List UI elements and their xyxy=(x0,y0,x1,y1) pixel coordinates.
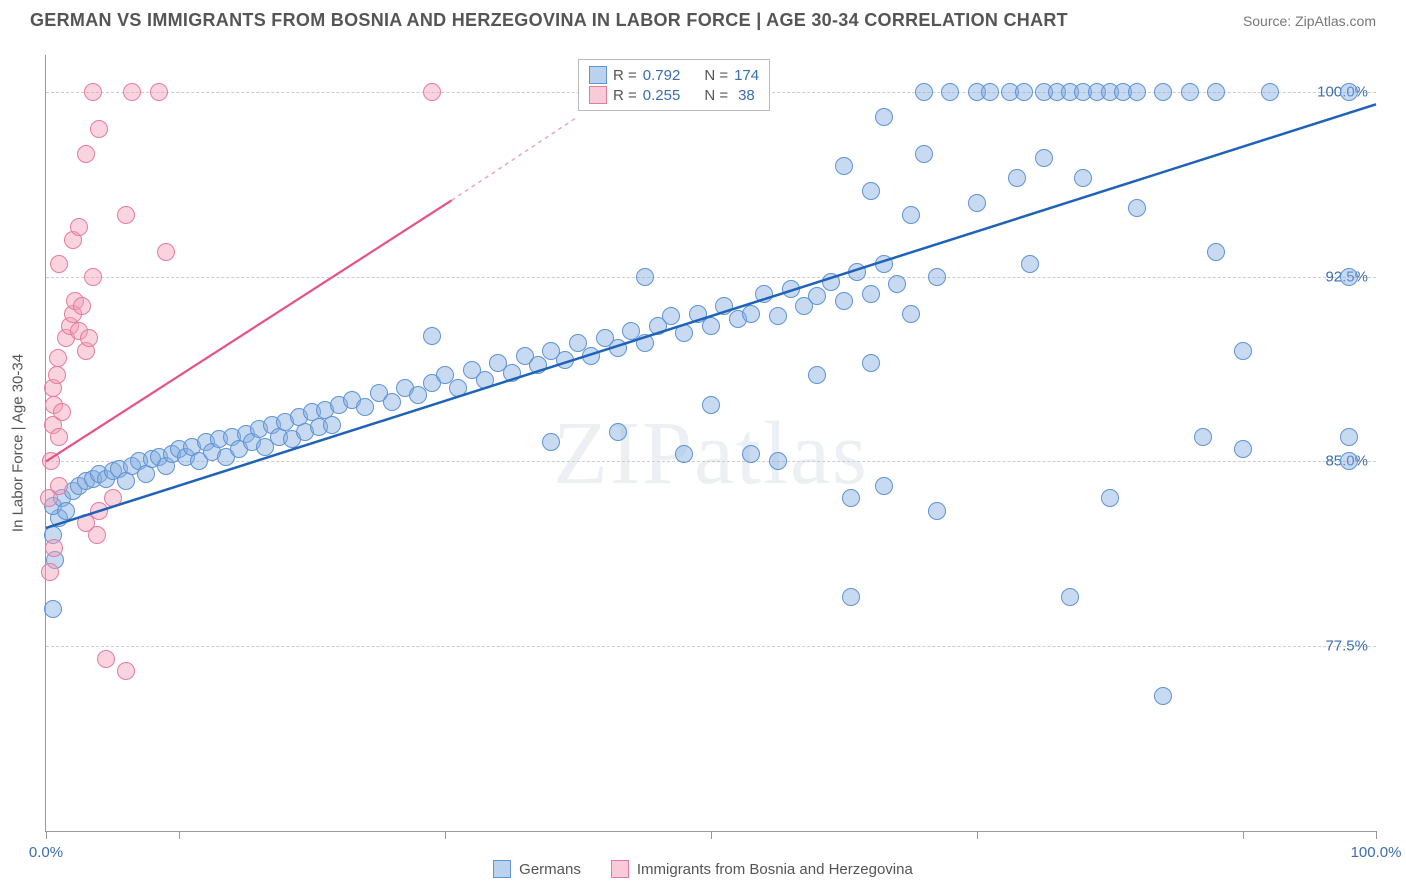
x-tick xyxy=(711,831,712,839)
r-value-bosnia: 0.255 xyxy=(643,87,681,104)
stats-row-bosnia: R = 0.255 N = 38 xyxy=(589,86,759,104)
trend-lines xyxy=(46,55,1376,831)
legend-item-germans: Germans xyxy=(493,860,581,878)
x-tick xyxy=(46,831,47,839)
stats-legend: R = 0.792 N = 174 R = 0.255 N = 38 xyxy=(578,59,770,111)
n-value-bosnia: 38 xyxy=(738,87,755,104)
legend-label-germans: Germans xyxy=(519,861,581,878)
source-attribution: Source: ZipAtlas.com xyxy=(1243,13,1376,29)
x-tick xyxy=(179,831,180,839)
legend-item-bosnia: Immigrants from Bosnia and Herzegovina xyxy=(611,860,913,878)
n-value-germans: 174 xyxy=(734,67,759,84)
legend-label-bosnia: Immigrants from Bosnia and Herzegovina xyxy=(637,861,913,878)
x-tick xyxy=(1376,831,1377,839)
r-value-germans: 0.792 xyxy=(643,67,681,84)
bottom-legend: Germans Immigrants from Bosnia and Herze… xyxy=(0,860,1406,878)
r-label: R = xyxy=(613,87,637,104)
x-tick-label-left: 0.0% xyxy=(29,844,63,861)
x-tick xyxy=(977,831,978,839)
stats-row-germans: R = 0.792 N = 174 xyxy=(589,66,759,84)
r-label: R = xyxy=(613,67,637,84)
swatch-blue xyxy=(589,66,607,84)
x-tick-label-right: 100.0% xyxy=(1351,844,1402,861)
swatch-pink xyxy=(611,860,629,878)
n-label: N = xyxy=(704,87,728,104)
x-tick xyxy=(445,831,446,839)
n-label: N = xyxy=(704,67,728,84)
x-tick xyxy=(1243,831,1244,839)
chart-plot-area: In Labor Force | Age 30-34 ZIPatlas 77.5… xyxy=(45,55,1376,832)
swatch-blue xyxy=(493,860,511,878)
swatch-pink xyxy=(589,86,607,104)
y-axis-title: In Labor Force | Age 30-34 xyxy=(10,354,27,532)
chart-title: GERMAN VS IMMIGRANTS FROM BOSNIA AND HER… xyxy=(30,10,1068,31)
